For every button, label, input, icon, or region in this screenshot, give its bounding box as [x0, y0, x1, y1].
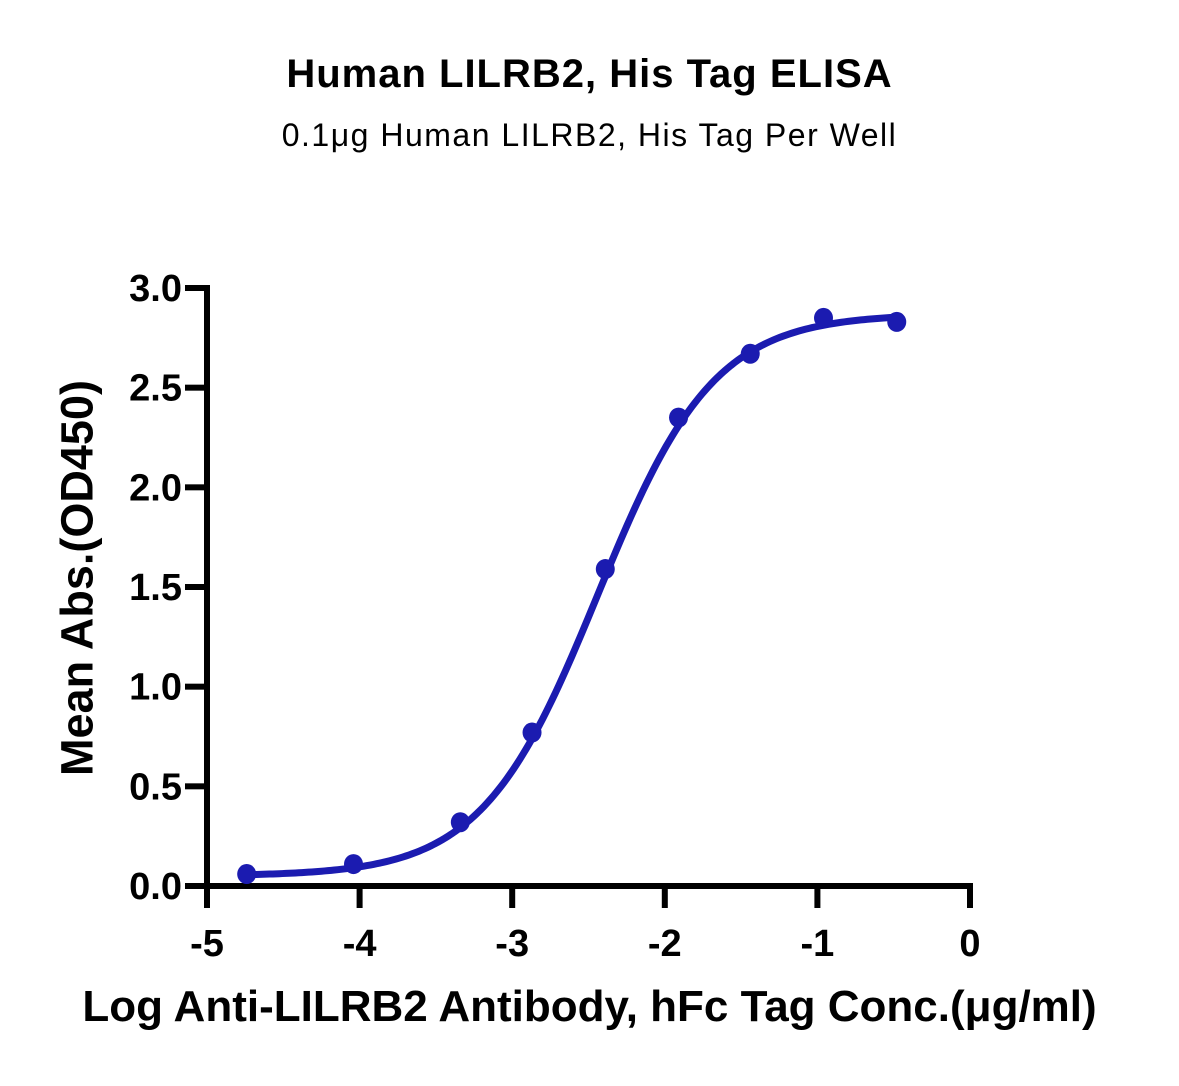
- chart-title: Human LILRB2, His Tag ELISA: [286, 52, 893, 96]
- y-axis-tick: [185, 683, 204, 690]
- x-axis-tick: [814, 889, 821, 908]
- x-axis-line: [204, 883, 973, 889]
- y-axis-tick-label: 1.5: [129, 567, 182, 609]
- data-point: [595, 559, 615, 580]
- x-axis-label: Log Anti-LILRB2 Antibody, hFc Tag Conc.(…: [82, 982, 1097, 1031]
- data-point: [814, 307, 834, 328]
- x-axis-tick-label: -4: [343, 923, 377, 965]
- y-axis-tick: [185, 883, 204, 889]
- y-axis-tick: [185, 484, 204, 491]
- data-point: [740, 343, 760, 364]
- x-axis-tick: [661, 889, 668, 908]
- y-axis-tick: [185, 584, 204, 590]
- y-axis-tick-label: 0.5: [129, 766, 182, 808]
- fit-curve: [243, 313, 901, 879]
- data-point: [237, 864, 257, 885]
- y-axis-tick: [185, 384, 204, 391]
- y-axis-tick-label: 2.0: [129, 467, 182, 509]
- data-point: [343, 854, 363, 875]
- x-axis-tick: [509, 889, 516, 908]
- x-axis-tick-label: -2: [648, 923, 682, 965]
- y-axis-line: [204, 285, 210, 889]
- y-axis-tick-label: 1.0: [129, 667, 182, 709]
- data-point: [522, 722, 542, 743]
- data-point: [887, 311, 907, 332]
- y-axis-tick-label: 2.5: [129, 368, 182, 410]
- y-axis-tick-label: 0.0: [129, 866, 182, 908]
- data-point: [450, 812, 470, 833]
- x-axis-tick: [356, 889, 363, 908]
- data-point: [669, 407, 689, 428]
- x-axis-tick-label: -1: [801, 923, 835, 965]
- y-axis-tick-label: 3.0: [129, 268, 182, 310]
- x-axis-tick-label: -3: [495, 923, 529, 965]
- chart-subtitle: 0.1μg Human LILRB2, His Tag Per Well: [281, 117, 898, 153]
- y-axis-tick: [185, 285, 204, 291]
- x-axis-tick: [204, 889, 210, 908]
- x-axis-tick: [967, 889, 973, 908]
- x-axis-tick-label: -5: [190, 923, 224, 965]
- x-axis-tick-label: 0: [959, 923, 980, 965]
- y-axis-tick: [185, 783, 204, 790]
